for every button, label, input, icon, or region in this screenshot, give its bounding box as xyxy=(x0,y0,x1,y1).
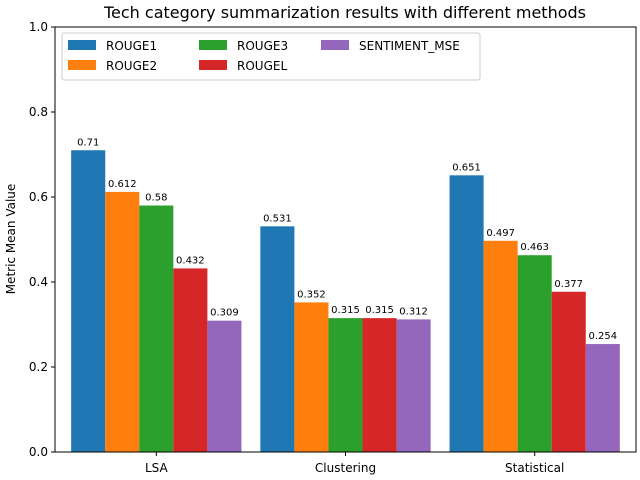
bar-rouge2-statistical xyxy=(483,240,518,452)
bar-rouge2-clustering xyxy=(294,302,329,452)
legend: ROUGE1 ROUGE2 ROUGE3 ROUGEL SENTIMENT_MSE xyxy=(61,32,481,81)
plot-area: 0.71 0.531 0.651 0.612 0.352 0.497 0.58 0.315 0.… xyxy=(29,20,637,475)
legend-box xyxy=(61,32,481,81)
bar-value-label: 0.463 xyxy=(520,242,549,253)
bar-rouge1-statistical xyxy=(449,175,484,452)
bar-rouge2-lsa xyxy=(105,191,140,452)
bar-sentiment-mse-clustering xyxy=(396,319,431,452)
legend-swatch xyxy=(199,60,227,70)
bar-rougel-clustering xyxy=(362,318,397,453)
bar-value-label: 0.377 xyxy=(554,279,583,290)
bar-value-label: 0.612 xyxy=(108,179,137,190)
legend-label: ROUGEL xyxy=(237,59,287,73)
bar-value-label: 0.71 xyxy=(77,137,99,148)
legend-label: ROUGE2 xyxy=(106,59,157,73)
bar-value-label: 0.651 xyxy=(452,162,481,173)
bar-sentiment-mse-statistical xyxy=(585,344,620,452)
y-tick-label: 1.0 xyxy=(29,20,48,34)
bar-rouge1-clustering xyxy=(260,226,295,452)
bar-value-label: 0.58 xyxy=(145,193,167,204)
x-tick-label: Statistical xyxy=(505,461,564,475)
legend-swatch xyxy=(199,40,227,50)
y-tick-label: 0.2 xyxy=(29,360,48,374)
y-tick-label: 0.0 xyxy=(29,445,48,459)
bar-value-label: 0.432 xyxy=(176,255,205,266)
chart-title: Tech category summarization results with… xyxy=(103,3,586,22)
bar-rouge1-lsa xyxy=(71,150,106,452)
legend-swatch xyxy=(321,40,349,50)
bar-sentiment-mse-lsa xyxy=(207,320,242,452)
bar-value-label: 0.312 xyxy=(399,306,428,317)
x-tick-label: LSA xyxy=(145,461,169,475)
bar-value-label: 0.315 xyxy=(331,305,360,316)
bar-value-label: 0.497 xyxy=(486,228,515,239)
bar-value-label: 0.254 xyxy=(588,331,617,342)
legend-label: ROUGE3 xyxy=(237,39,288,53)
legend-label: SENTIMENT_MSE xyxy=(359,39,460,53)
bar-value-label: 0.309 xyxy=(210,308,239,319)
bar-value-label: 0.352 xyxy=(297,289,326,300)
y-tick-label: 0.8 xyxy=(29,105,48,119)
bar-rouge3-statistical xyxy=(517,255,552,452)
bar-rougel-lsa xyxy=(173,268,208,452)
bar-rouge3-clustering xyxy=(328,318,363,453)
y-axis-label: Metric Mean Value xyxy=(4,184,18,295)
legend-swatch xyxy=(68,60,96,70)
legend-swatch xyxy=(68,40,96,50)
y-tick-label: 0.6 xyxy=(29,190,48,204)
bar-value-label: 0.531 xyxy=(263,213,292,224)
bar-rouge3-lsa xyxy=(139,205,174,452)
legend-label: ROUGE1 xyxy=(106,39,157,53)
y-tick-label: 0.4 xyxy=(29,275,48,289)
bar-value-label: 0.315 xyxy=(365,305,394,316)
x-tick-label: Clustering xyxy=(315,461,376,475)
bar-rougel-statistical xyxy=(551,291,586,452)
